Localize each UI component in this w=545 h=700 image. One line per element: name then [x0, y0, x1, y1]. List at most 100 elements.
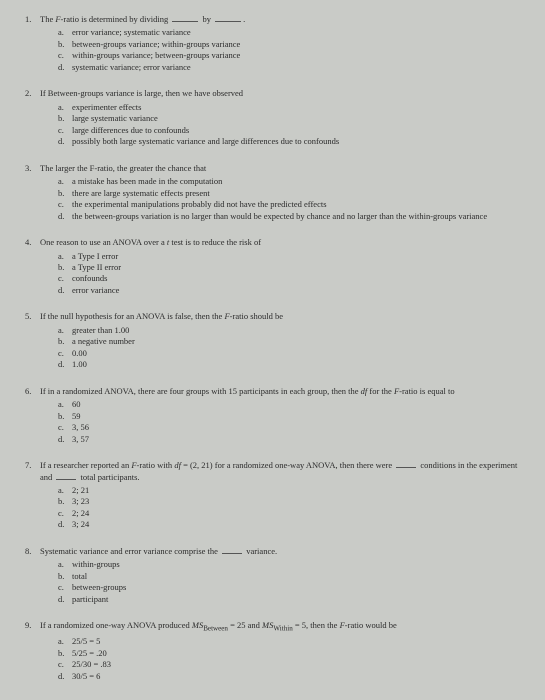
opt-letter: a. [58, 251, 64, 262]
stem-text: variance. [244, 546, 277, 556]
option-d: d.30/5 = 6 [58, 671, 523, 682]
opt-letter: a. [58, 399, 64, 410]
q-stem: If the null hypothesis for an ANOVA is f… [40, 311, 523, 322]
q-number: 2. [25, 88, 31, 99]
opt-text: 25/5 = 5 [72, 636, 100, 646]
opt-letter: d. [58, 211, 64, 222]
opt-text: 30/5 = 6 [72, 671, 100, 681]
option-a: a. 60 [58, 399, 523, 410]
option-d: d.3, 57 [58, 434, 523, 445]
stem-sub: Between [203, 625, 228, 633]
opt-text: greater than 1.00 [72, 325, 129, 335]
opt-text: there are large systematic effects prese… [72, 188, 210, 198]
option-a: a. greater than 1.00 [58, 325, 523, 336]
q-number: 8. [25, 546, 31, 557]
question-5: 5. If the null hypothesis for an ANOVA i… [40, 311, 523, 370]
options: a.a Type I error b.a Type II error c.con… [58, 251, 523, 297]
stem-text: One reason to use an ANOVA over a [40, 237, 167, 247]
opt-letter: a. [58, 325, 64, 336]
opt-text: between-groups variance; within-groups v… [72, 39, 240, 49]
opt-letter: d. [58, 62, 64, 73]
opt-text: a negative number [72, 336, 135, 346]
option-c: c.25/30 = .83 [58, 659, 523, 670]
opt-letter: b. [58, 571, 64, 582]
opt-text: 2; 24 [72, 508, 89, 518]
opt-letter: d. [58, 519, 64, 530]
option-d: d.possibly both large systematic varianc… [58, 136, 523, 147]
q-number: 7. [25, 460, 31, 471]
question-9: 9. If a randomized one-way ANOVA produce… [40, 620, 523, 682]
q-number: 9. [25, 620, 31, 631]
option-b: b.5/25 = .20 [58, 648, 523, 659]
option-c: c.between-groups [58, 582, 523, 593]
opt-text: the between-groups variation is no large… [72, 211, 487, 221]
stem-text: total participants. [78, 472, 139, 482]
q-stem: One reason to use an ANOVA over a t test… [40, 237, 523, 248]
option-c: c. 2; 24 [58, 508, 523, 519]
opt-letter: c. [58, 582, 64, 593]
option-c: c.0.00 [58, 348, 523, 359]
option-c: c.the experimental manipulations probabl… [58, 199, 523, 210]
opt-letter: d. [58, 594, 64, 605]
question-4: 4. One reason to use an ANOVA over a t t… [40, 237, 523, 296]
fill-blank [222, 546, 242, 554]
stem-text: for the [367, 386, 394, 396]
option-a: a.error variance; systematic variance [58, 27, 523, 38]
options: a.2; 21 b.3; 23 c.2; 24 d.3; 24 [58, 485, 523, 531]
opt-text: 25/30 = .83 [72, 659, 111, 669]
opt-letter: a. [58, 636, 64, 647]
opt-text: 3; 24 [72, 519, 89, 529]
fill-blank [396, 460, 416, 468]
q-stem: Systematic variance and error variance c… [40, 546, 523, 557]
opt-letter: b. [58, 262, 64, 273]
opt-text: experimenter effects [72, 102, 141, 112]
opt-text: 60 [72, 399, 81, 409]
opt-letter: a. [58, 559, 64, 570]
opt-letter: a. [58, 27, 64, 38]
stem-text: If in a randomized ANOVA, there are four… [40, 386, 361, 396]
stem-text: = (2, 21) for a randomized one-way ANOVA… [181, 460, 394, 470]
option-a: a. a Type I error [58, 251, 523, 262]
options: a.a mistake has been made in the computa… [58, 176, 523, 222]
quiz-page: 1. The F-ratio is determined by dividing… [0, 0, 545, 682]
opt-letter: b. [58, 336, 64, 347]
option-b: b.large systematic variance [58, 113, 523, 124]
stem-sub: Within [273, 625, 292, 633]
stem-text: = 5, then the [293, 620, 340, 630]
option-c: c.3, 56 [58, 422, 523, 433]
stem-text: -ratio is equal to [399, 386, 454, 396]
opt-letter: b. [58, 496, 64, 507]
opt-text: large differences due to confounds [72, 125, 189, 135]
options: a.greater than 1.00 b.a negative number … [58, 325, 523, 371]
opt-text: a mistake has been made in the computati… [72, 176, 222, 186]
opt-letter: b. [58, 648, 64, 659]
opt-letter: d. [58, 136, 64, 147]
option-a: a.a mistake has been made in the computa… [58, 176, 523, 187]
q-stem: If in a randomized ANOVA, there are four… [40, 386, 523, 397]
opt-letter: d. [58, 434, 64, 445]
question-3: 3. The larger the F-ratio, the greater t… [40, 163, 523, 222]
fill-blank [172, 14, 198, 22]
options: a.60 b.59 c.3, 56 d.3, 57 [58, 399, 523, 445]
opt-text: total [72, 571, 87, 581]
opt-text: 3, 56 [72, 422, 89, 432]
q-number: 1. [25, 14, 31, 25]
option-d: d. the between-groups variation is no lar… [58, 211, 523, 222]
question-2: 2. If Between-groups variance is large, … [40, 88, 523, 147]
fill-blank [215, 14, 241, 22]
stem-text: -ratio with [137, 460, 175, 470]
stem-text: by [200, 14, 213, 24]
option-c: c.within-groups variance; between-groups… [58, 50, 523, 61]
opt-letter: d. [58, 359, 64, 370]
question-8: 8. Systematic variance and error varianc… [40, 546, 523, 605]
fill-blank [56, 472, 76, 480]
option-c: c.large differences due to confounds [58, 125, 523, 136]
opt-letter: a. [58, 102, 64, 113]
opt-text: large systematic variance [72, 113, 158, 123]
opt-letter: c. [58, 508, 64, 519]
stem-italic: df [174, 460, 181, 470]
options: a. experimenter effects b.large systemati… [58, 102, 523, 148]
option-b: b. total [58, 571, 523, 582]
stem-text: -ratio should be [230, 311, 283, 321]
opt-text: a Type I error [72, 251, 118, 261]
